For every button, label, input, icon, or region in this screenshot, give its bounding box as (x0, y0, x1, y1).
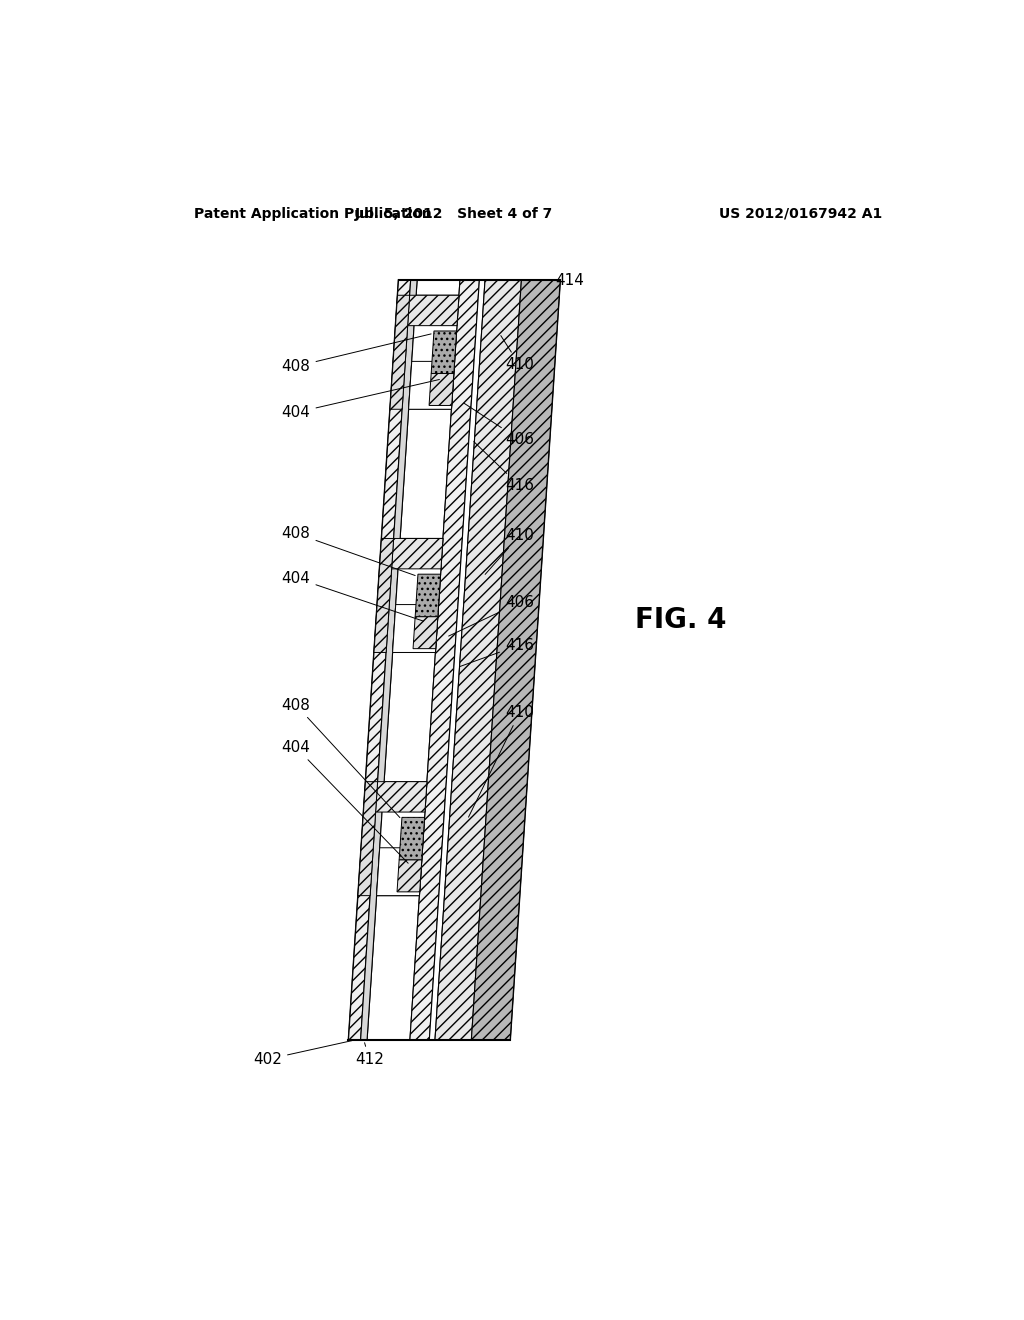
Text: 410: 410 (469, 705, 534, 817)
Polygon shape (435, 280, 521, 1040)
Polygon shape (410, 280, 479, 1040)
Polygon shape (348, 280, 411, 1040)
Polygon shape (367, 280, 460, 1040)
Polygon shape (360, 280, 417, 1040)
Text: Patent Application Publication: Patent Application Publication (194, 207, 431, 220)
Polygon shape (392, 605, 438, 652)
Text: 408: 408 (282, 334, 431, 374)
Text: FIG. 4: FIG. 4 (635, 606, 727, 635)
Polygon shape (429, 280, 485, 1040)
Text: 412: 412 (355, 1043, 384, 1067)
Polygon shape (471, 280, 560, 1040)
Text: 414: 414 (544, 272, 584, 288)
Text: Jul. 5, 2012   Sheet 4 of 7: Jul. 5, 2012 Sheet 4 of 7 (355, 207, 553, 220)
Text: 402: 402 (253, 1040, 352, 1067)
Polygon shape (399, 817, 425, 859)
Text: 406: 406 (464, 403, 534, 447)
Polygon shape (374, 539, 393, 652)
Polygon shape (377, 781, 427, 896)
Text: 416: 416 (460, 638, 534, 667)
Polygon shape (413, 616, 438, 648)
Polygon shape (409, 296, 459, 409)
Text: 408: 408 (282, 525, 415, 576)
Polygon shape (431, 331, 457, 374)
Polygon shape (408, 296, 459, 326)
Text: 410: 410 (485, 528, 534, 574)
Text: 404: 404 (282, 379, 439, 420)
Text: 416: 416 (474, 442, 534, 494)
Text: 410: 410 (501, 335, 534, 372)
Polygon shape (392, 539, 443, 652)
Text: 404: 404 (282, 741, 409, 863)
Text: 406: 406 (449, 595, 534, 636)
Text: US 2012/0167942 A1: US 2012/0167942 A1 (719, 207, 882, 220)
Polygon shape (348, 280, 560, 1040)
Polygon shape (390, 296, 410, 409)
Text: 404: 404 (282, 570, 424, 622)
Polygon shape (415, 574, 440, 616)
Text: 408: 408 (282, 697, 400, 817)
Polygon shape (376, 781, 427, 812)
Polygon shape (358, 781, 378, 896)
Polygon shape (409, 362, 455, 409)
Polygon shape (397, 859, 422, 892)
Polygon shape (429, 374, 454, 405)
Polygon shape (391, 539, 443, 569)
Polygon shape (377, 847, 423, 896)
